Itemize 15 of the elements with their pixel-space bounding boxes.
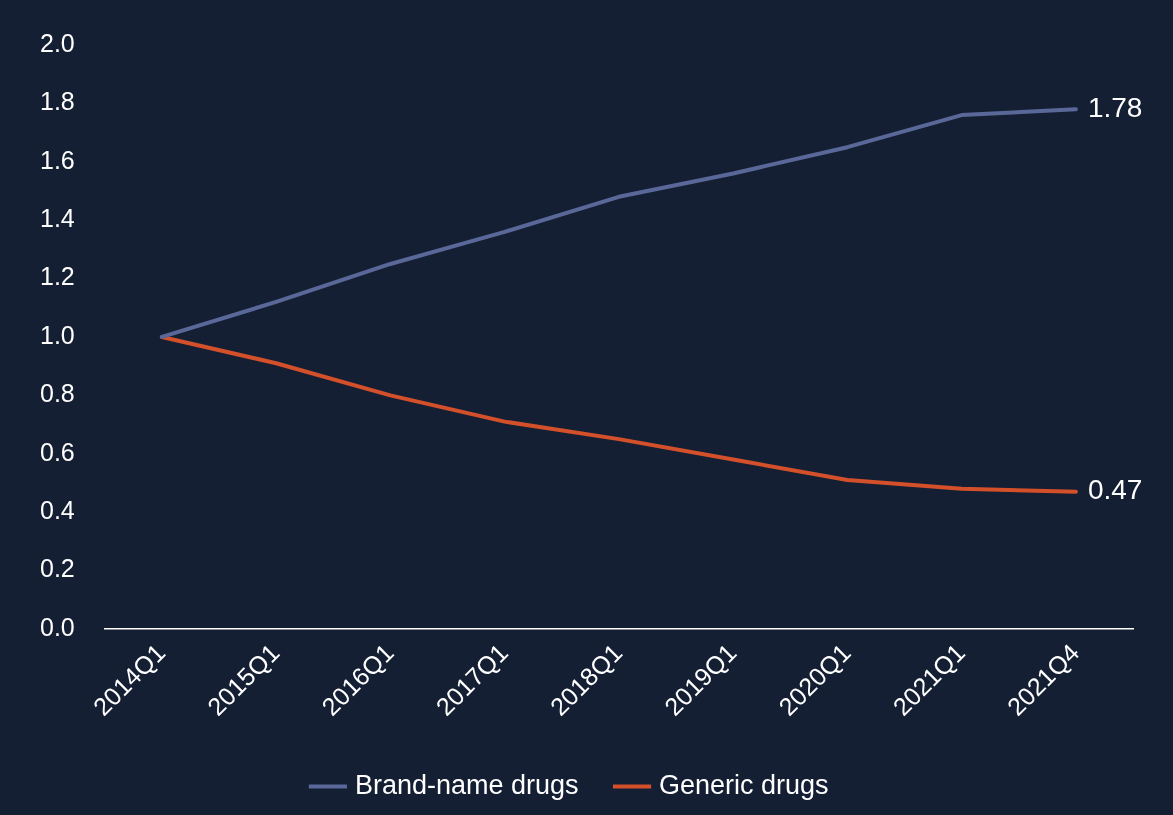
y-tick-label: 2.0 bbox=[39, 28, 75, 57]
y-tick-label: 1.6 bbox=[39, 145, 75, 174]
y-tick-label: 0.0 bbox=[39, 612, 75, 641]
y-tick-label: 1.0 bbox=[39, 320, 75, 349]
y-tick-label: 0.8 bbox=[39, 379, 75, 408]
y-tick-label: 1.8 bbox=[39, 87, 75, 116]
y-tick-label: 0.2 bbox=[39, 554, 75, 583]
data-label: 0.47 bbox=[1087, 474, 1143, 506]
y-tick-label: 0.6 bbox=[39, 437, 75, 466]
y-tick-label: 0.4 bbox=[39, 495, 75, 524]
legend-label: Brand-name drugs bbox=[354, 769, 579, 800]
legend-label: Generic drugs bbox=[659, 769, 829, 800]
y-tick-label: 1.2 bbox=[39, 262, 75, 291]
y-tick-label: 1.4 bbox=[39, 204, 75, 233]
data-label: 1.78 bbox=[1087, 91, 1143, 123]
